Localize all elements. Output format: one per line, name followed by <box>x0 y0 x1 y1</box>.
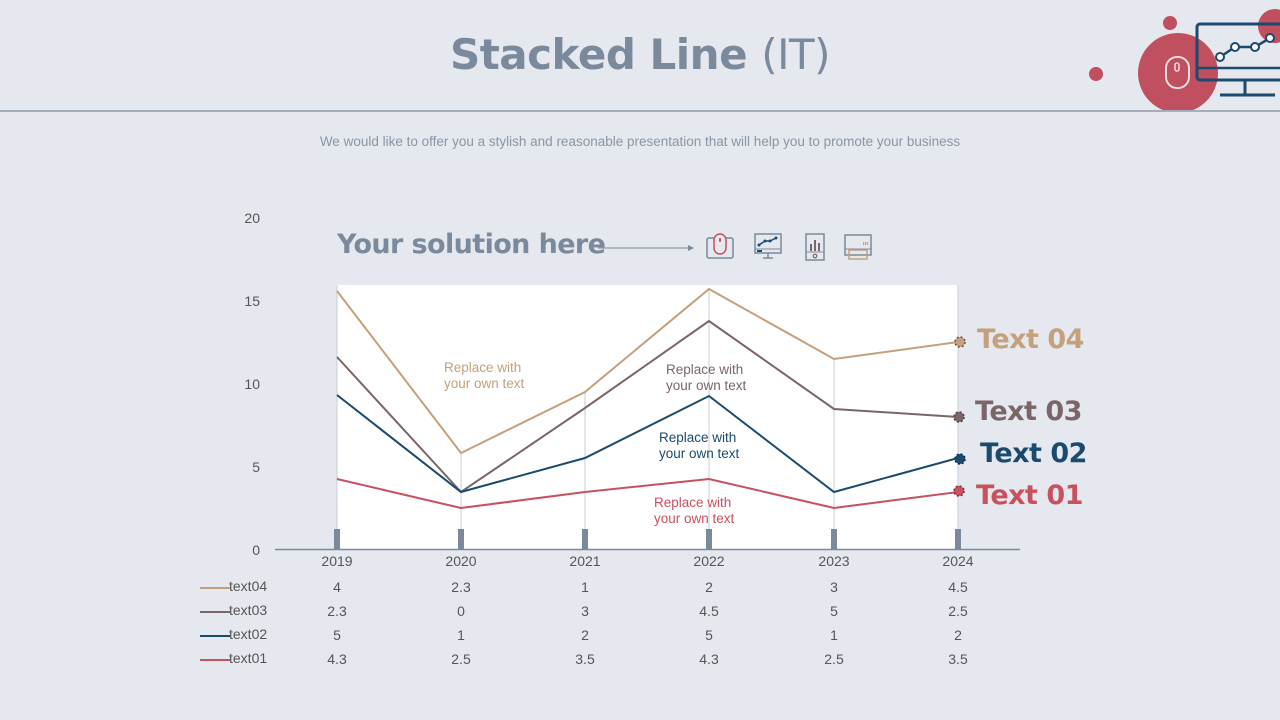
table-cell: 2.3 <box>451 579 471 595</box>
table-cell: 4.3 <box>327 651 347 667</box>
line-text03 <box>336 319 959 494</box>
x-label: 2021 <box>569 553 601 569</box>
table-cell: 5 <box>830 603 838 619</box>
series-label-text01: Text 01 <box>976 480 1083 511</box>
mouse-icon <box>706 233 734 259</box>
table-cell: 3.5 <box>575 651 595 667</box>
annotation-line2: your own text <box>666 378 747 393</box>
table-cell: 2 <box>705 579 713 595</box>
table-row-text04: text04 4 2.3 1 2 3 4.5 <box>0 576 1280 598</box>
x-label: 2024 <box>942 553 974 569</box>
table-cell: 2.5 <box>948 603 968 619</box>
title-light: (IT) <box>761 30 831 79</box>
annotation-line1: Replace with <box>666 362 744 377</box>
table-cell: 2.5 <box>451 651 471 667</box>
series-label-text03: Text 03 <box>975 396 1082 427</box>
table-cell: 4.5 <box>948 579 968 595</box>
table-row-text03: text03 2.3 0 3 4.5 5 2.5 <box>0 600 1280 622</box>
series-label-text02: Text 02 <box>980 438 1087 469</box>
table-cell: 3.5 <box>948 651 968 667</box>
annotation-text01: Replace with your own text <box>654 495 734 527</box>
table-row-text02: text02 5 1 2 5 1 2 <box>0 624 1280 646</box>
table-cell: 1 <box>581 579 589 595</box>
table-cell: 4 <box>333 579 341 595</box>
subtitle: We would like to offer you a stylish and… <box>319 134 961 149</box>
annotation-line2: your own text <box>659 446 740 461</box>
table-cell: 4.3 <box>699 651 719 667</box>
table-cell: 2.5 <box>824 651 844 667</box>
series-label-text04: Text 04 <box>977 324 1084 355</box>
legend-name: text01 <box>229 650 268 666</box>
bar-chart-device-icon <box>805 233 825 261</box>
table-cell: 5 <box>705 627 713 643</box>
legend-swatch-text01 <box>200 659 230 661</box>
y-tick-0: 0 <box>252 542 260 558</box>
line-text04 <box>336 287 959 455</box>
legend-name: text02 <box>229 626 268 642</box>
table-cell: 0 <box>457 603 465 619</box>
table-cell: 4.5 <box>699 603 719 619</box>
table-cell: 1 <box>457 627 465 643</box>
x-label: 2020 <box>445 553 477 569</box>
table-cell: 1 <box>830 627 838 643</box>
monitor-chart-icon <box>754 233 782 259</box>
y-tick-5: 5 <box>252 459 260 475</box>
legend-name: text03 <box>229 602 268 618</box>
annotation-text04: Replace with your own text <box>444 360 524 392</box>
x-label: 2019 <box>321 553 353 569</box>
annotation-line1: Replace with <box>444 360 522 375</box>
callout-heading: Your solution here <box>337 229 606 260</box>
annotation-text03: Replace with your own text <box>666 362 746 394</box>
legend-swatch-text03 <box>200 611 230 613</box>
printer-icon <box>844 234 872 260</box>
annotation-line1: Replace with <box>659 430 737 445</box>
y-tick-20: 20 <box>244 210 260 226</box>
line-text01 <box>336 477 959 510</box>
y-tick-10: 10 <box>244 376 260 392</box>
page-title: Stacked Line (IT) <box>0 30 1280 79</box>
monitor-mouse-illustration-icon <box>1089 9 1280 110</box>
table-cell: 2 <box>954 627 962 643</box>
y-tick-15: 15 <box>244 293 260 309</box>
legend-swatch-text02 <box>200 635 230 637</box>
legend-swatch-text04 <box>200 587 230 589</box>
table-cell: 2.3 <box>327 603 347 619</box>
title-bold: Stacked Line <box>449 30 748 79</box>
table-cell: 3 <box>830 579 838 595</box>
line-text02 <box>336 394 959 494</box>
table-cell: 3 <box>581 603 589 619</box>
annotation-line1: Replace with <box>654 495 732 510</box>
table-cell: 2 <box>581 627 589 643</box>
annotation-line2: your own text <box>444 376 525 391</box>
annotation-line2: your own text <box>654 511 735 526</box>
legend-name: text04 <box>229 578 268 594</box>
table-row-text01: text01 4.3 2.5 3.5 4.3 2.5 3.5 <box>0 648 1280 670</box>
annotation-text02: Replace with your own text <box>659 430 739 462</box>
x-label: 2022 <box>693 553 725 569</box>
header-divider <box>0 110 1280 112</box>
x-label: 2023 <box>818 553 850 569</box>
table-cell: 5 <box>333 627 341 643</box>
